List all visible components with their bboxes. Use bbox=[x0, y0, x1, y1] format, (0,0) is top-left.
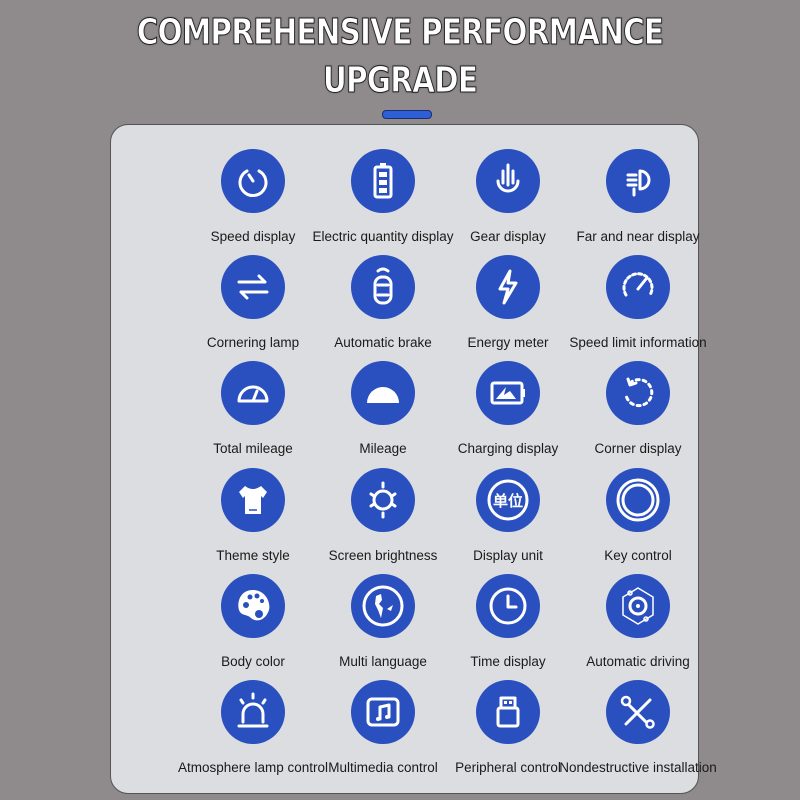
feature-item: Total mileage bbox=[183, 361, 323, 467]
half-dome-icon bbox=[351, 361, 415, 426]
feature-item: Peripheral control bbox=[438, 680, 578, 786]
feature-label-corner-display: Corner display bbox=[594, 441, 682, 457]
feature-item: Nondestructive installation bbox=[559, 680, 717, 786]
feature-label-key-control: Key control bbox=[604, 547, 672, 563]
feature-label-gear-display: Gear display bbox=[470, 229, 546, 244]
feature-label-peripheral-control: Peripheral control bbox=[455, 760, 561, 775]
feature-item: Charging display bbox=[438, 361, 578, 467]
odometer-icon bbox=[221, 361, 285, 426]
rotate-icon bbox=[606, 361, 670, 426]
swap-arrows-icon bbox=[221, 255, 285, 320]
feature-item: Automatic brake bbox=[313, 255, 453, 361]
feature-item: Electric quantity display bbox=[312, 149, 454, 255]
feature-item: Key control bbox=[568, 467, 708, 574]
steering-wheel-icon bbox=[606, 573, 670, 638]
feature-label-speed-display: Speed display bbox=[210, 229, 296, 244]
feature-label-charging-display: Charging display bbox=[457, 441, 559, 457]
feature-label-nondestructive-installation: Nondestructive installation bbox=[559, 760, 717, 775]
tshirt-icon bbox=[221, 467, 285, 532]
alarm-lamp-icon bbox=[221, 680, 285, 744]
feature-item: Theme style bbox=[183, 467, 323, 574]
feature-label-cornering-lamp: Cornering lamp bbox=[206, 335, 300, 351]
unit-badge-icon: 单位 bbox=[476, 467, 540, 532]
feature-label-multi-language: Multi language bbox=[339, 653, 427, 669]
feature-item: Time display bbox=[438, 573, 578, 680]
feature-item: Screen brightness bbox=[313, 467, 453, 574]
feature-label-electric-quantity-display: Electric quantity display bbox=[312, 229, 454, 244]
clock-icon bbox=[476, 573, 540, 638]
feature-label-display-unit: Display unit bbox=[473, 547, 543, 563]
feature-item: Speed display bbox=[183, 149, 323, 255]
feature-label-automatic-driving: Automatic driving bbox=[586, 653, 690, 669]
usb-icon bbox=[476, 680, 540, 744]
music-note-icon bbox=[351, 680, 415, 744]
feature-item: Multi language bbox=[313, 573, 453, 680]
features-panel: Speed display Electric quantity display … bbox=[110, 124, 717, 794]
feature-label-automatic-brake: Automatic brake bbox=[334, 335, 432, 351]
feature-item: Cornering lamp bbox=[183, 255, 323, 361]
feature-item: 单位 Display unit bbox=[438, 467, 578, 574]
feature-item: Far and near display bbox=[568, 149, 708, 255]
speedometer-icon bbox=[221, 149, 285, 213]
feature-item: Body color bbox=[183, 573, 323, 680]
feature-item: Gear display bbox=[438, 149, 578, 255]
feature-label-body-color: Body color bbox=[221, 653, 285, 669]
palette-icon bbox=[221, 573, 285, 638]
page-title-line2: UPGRADE bbox=[322, 60, 478, 102]
car-signal-icon bbox=[351, 255, 415, 320]
feature-label-energy-meter: Energy meter bbox=[467, 335, 549, 351]
globe-icon bbox=[351, 573, 415, 638]
feature-label-time-display: Time display bbox=[470, 653, 546, 669]
feature-label-far-and-near-display: Far and near display bbox=[576, 229, 700, 244]
feature-label-screen-brightness: Screen brightness bbox=[328, 547, 438, 563]
gear-hand-icon bbox=[476, 149, 540, 213]
feature-label-atmosphere-lamp-control: Atmosphere lamp control bbox=[177, 760, 329, 775]
sun-icon bbox=[351, 467, 415, 532]
feature-item: Mileage bbox=[313, 361, 453, 467]
feature-label-speed-limit-information: Speed limit information bbox=[569, 335, 707, 351]
gauge-icon bbox=[606, 255, 670, 320]
feature-label-theme-style: Theme style bbox=[216, 547, 290, 563]
feature-item: Automatic driving bbox=[568, 573, 708, 680]
feature-label-mileage: Mileage bbox=[359, 441, 407, 457]
feature-item: Multimedia control bbox=[313, 680, 453, 786]
page-title-line1: COMPREHENSIVE PERFORMANCE bbox=[136, 12, 664, 54]
feature-item: Energy meter bbox=[438, 255, 578, 361]
feature-item: Speed limit information bbox=[568, 255, 708, 361]
headlight-icon bbox=[606, 149, 670, 213]
feature-item: Atmosphere lamp control bbox=[178, 680, 328, 786]
battery-icon bbox=[351, 149, 415, 213]
feature-label-total-mileage: Total mileage bbox=[213, 441, 293, 457]
lightning-icon bbox=[476, 255, 540, 320]
feature-item: Corner display bbox=[568, 361, 708, 467]
tools-icon bbox=[606, 680, 670, 744]
feature-label-multimedia-control: Multimedia control bbox=[328, 760, 438, 775]
ring-button-icon bbox=[606, 467, 670, 532]
accent-bar bbox=[382, 110, 432, 119]
charging-battery-icon bbox=[476, 361, 540, 426]
svg-text:单位: 单位 bbox=[493, 492, 523, 510]
